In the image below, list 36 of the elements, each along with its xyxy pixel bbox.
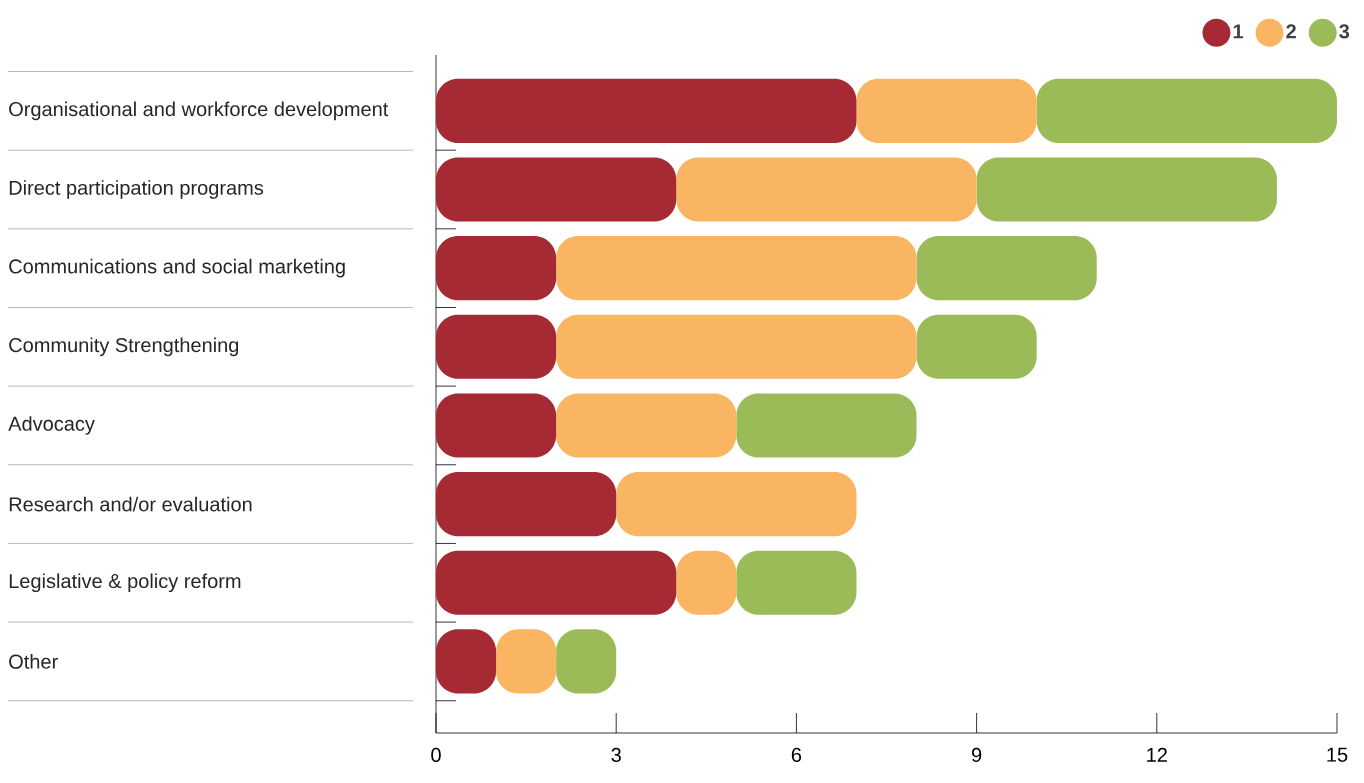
x-tick-label: 9 bbox=[971, 747, 982, 763]
bar bbox=[1036, 78, 1337, 143]
y-tick-label: Research and/or evaluation bbox=[9, 496, 252, 512]
bar bbox=[916, 314, 1037, 379]
x-tick-label: 3 bbox=[611, 747, 621, 763]
bar bbox=[916, 236, 1097, 301]
y-tick-label: Communications and social marketing bbox=[9, 258, 345, 278]
legend-label: 2 bbox=[1286, 24, 1296, 39]
y-tick-label: Organisational and workforce development bbox=[9, 101, 389, 121]
bar bbox=[436, 314, 557, 379]
bar bbox=[736, 393, 917, 458]
y-tick-label: Other bbox=[9, 654, 58, 669]
bar bbox=[676, 157, 977, 222]
bar bbox=[736, 550, 857, 615]
x-tick-label: 0 bbox=[431, 747, 441, 763]
bar bbox=[436, 550, 677, 615]
y-tick-label: Legislative & policy reform bbox=[9, 573, 241, 593]
bar bbox=[856, 78, 1037, 143]
bar bbox=[556, 314, 917, 379]
y-tick-label: Direct participation programs bbox=[9, 180, 264, 199]
legend-label: 1 bbox=[1233, 24, 1244, 39]
x-tick-label: 6 bbox=[791, 747, 802, 763]
bar bbox=[436, 393, 557, 458]
x-tick-label: 15 bbox=[1327, 747, 1348, 762]
bar bbox=[436, 78, 857, 143]
bar bbox=[556, 393, 737, 458]
x-tick-label: 12 bbox=[1147, 747, 1167, 762]
bar bbox=[436, 472, 617, 537]
legend-label: 3 bbox=[1339, 24, 1350, 39]
bar bbox=[616, 472, 857, 537]
bar bbox=[976, 157, 1277, 222]
bar bbox=[556, 236, 917, 301]
y-tick-label: Advocacy bbox=[8, 416, 95, 435]
bar bbox=[436, 157, 677, 222]
y-tick-label: Community Strengthening bbox=[9, 337, 239, 357]
bar bbox=[436, 236, 557, 301]
